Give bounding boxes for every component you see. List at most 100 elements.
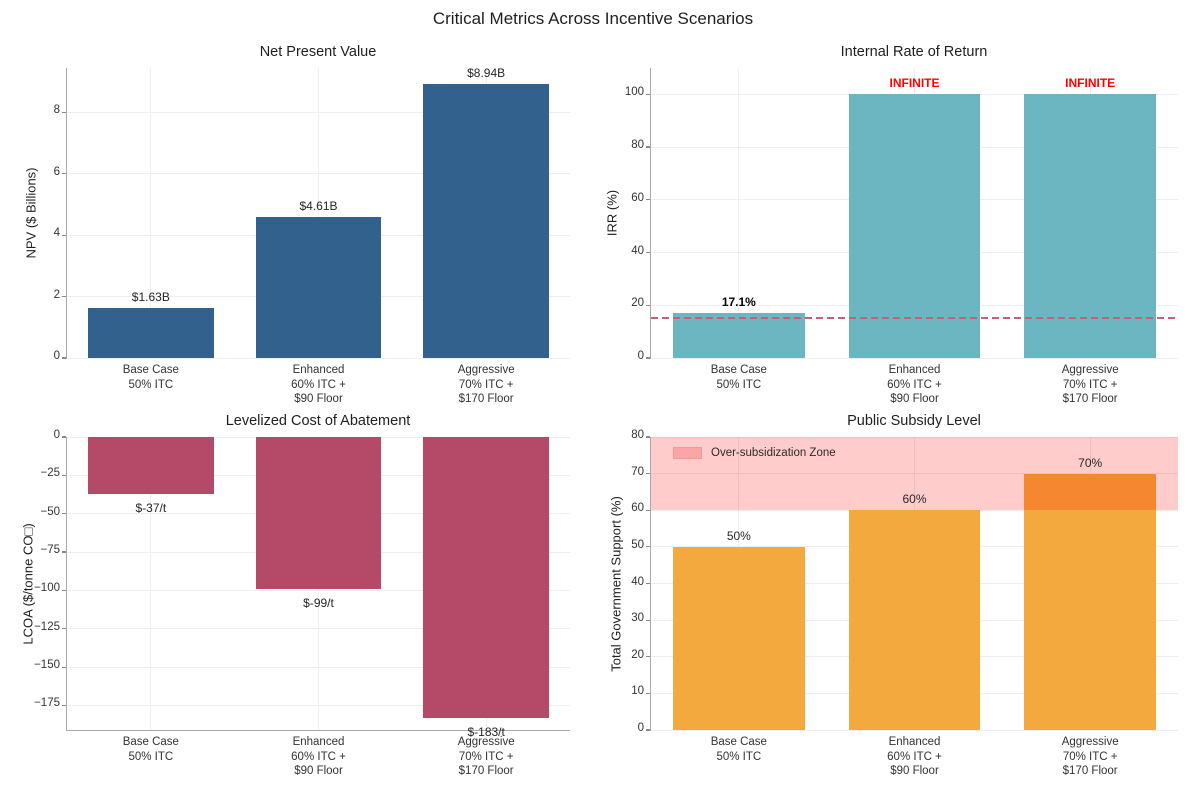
- hurdle-rate-line: [651, 317, 1178, 320]
- over-subsidization-zone: [651, 437, 1178, 511]
- y-tick-label: 4: [53, 227, 60, 240]
- y-tick-label: 80: [631, 139, 644, 152]
- bar: [87, 437, 214, 494]
- x-tick-label: Enhanced 60% ITC + $90 Floor: [887, 736, 942, 777]
- y-tick-mark: [62, 666, 66, 668]
- bar: [423, 83, 550, 358]
- y-tick-label: 50: [631, 538, 644, 551]
- x-gridline: [150, 68, 152, 358]
- bar-label: $4.61B: [299, 198, 338, 213]
- y-tick-mark: [62, 513, 66, 515]
- y-tick-mark: [62, 628, 66, 630]
- y-tick-mark: [62, 551, 66, 553]
- y-tick-mark: [646, 146, 650, 148]
- plot-area-npv: 0 2 4 6 8 Base Case 50% ITC Enhanced 60% ITC +…: [54, 65, 570, 405]
- y-tick-label: −175: [34, 697, 60, 710]
- y-axis-label-npv: NPV ($ Billions): [23, 167, 39, 259]
- y-tick-label: 70: [631, 465, 644, 478]
- bar: [255, 216, 382, 358]
- x-tick-label: Base Case 50% ITC: [710, 364, 767, 391]
- zone-legend-swatch: [673, 447, 702, 459]
- bar: [1024, 473, 1157, 730]
- bar-label: 60%: [902, 492, 927, 507]
- y-tick-mark: [646, 692, 650, 694]
- y-tick-mark: [62, 173, 66, 175]
- x-gridline: [318, 68, 319, 358]
- y-tick-label: 6: [53, 165, 60, 178]
- y-tick-mark: [62, 357, 66, 359]
- x-tick-label: Aggressive 70% ITC + $170 Floor: [1061, 736, 1119, 777]
- y-tick-label: −75: [40, 544, 60, 557]
- y-tick-mark: [646, 619, 650, 621]
- y-tick-label: 20: [631, 648, 644, 661]
- y-tick-mark: [646, 509, 650, 511]
- zone-legend: Over-subsidization Zone: [673, 447, 836, 459]
- bar: [672, 312, 805, 358]
- x-tick-label: Aggressive 70% ITC + $170 Floor: [457, 364, 515, 405]
- y-tick-label: 100: [624, 86, 644, 99]
- bar-label: $-99/t: [303, 595, 334, 610]
- bar: [848, 94, 981, 358]
- y-tick-mark: [646, 304, 650, 306]
- y-tick-mark: [62, 111, 66, 114]
- figure-title: Critical Metrics Across Incentive Scenar…: [432, 9, 754, 28]
- bar: [672, 546, 805, 730]
- y-tick-label: 2: [53, 288, 60, 301]
- y-tick-label: 0: [53, 429, 60, 441]
- y-tick-label: 40: [631, 244, 644, 257]
- bar-label: INFINITE: [889, 76, 940, 91]
- x-tick-label: Enhanced 60% ITC + $90 Floor: [291, 736, 346, 777]
- y-tick-mark: [62, 589, 66, 591]
- y-tick-mark: [646, 251, 650, 254]
- y-tick-mark: [62, 234, 66, 236]
- y-tick-label: 30: [631, 612, 644, 625]
- y-tick-label: 0: [637, 350, 644, 362]
- x-gridline: [738, 68, 740, 358]
- x-tick-label: Enhanced 60% ITC + $90 Floor: [291, 364, 346, 405]
- y-gridline: [651, 357, 1178, 359]
- plot-area-irr: 0 20 40 60 80 100 Base Case 50% ITC Enhanced 60…: [625, 68, 1178, 405]
- bar-label: INFINITE: [1065, 76, 1116, 91]
- bar-label: $1.63B: [131, 289, 170, 304]
- bar-label: 70%: [1078, 455, 1103, 470]
- chart-title-irr: Internal Rate of Return: [840, 44, 988, 60]
- y-tick-label: 0: [637, 722, 644, 734]
- y-tick-mark: [62, 474, 66, 476]
- bar-label: $-37/t: [135, 500, 167, 515]
- y-tick-mark: [646, 729, 650, 731]
- x-tick-label: Base Case 50% ITC: [710, 736, 767, 763]
- bar: [255, 437, 382, 589]
- y-tick-label: 8: [53, 104, 60, 117]
- y-tick-mark: [646, 473, 650, 475]
- y-tick-label: 10: [631, 685, 644, 698]
- plot-area-subsidy: 0 10 20 30 40 50 60 70 80 Base Case 50% ITC Enhanc…: [631, 429, 1178, 777]
- y-tick-label: 40: [631, 575, 644, 588]
- bar: [423, 437, 550, 718]
- y-tick-label: 0: [53, 350, 60, 362]
- bar-label: $8.94B: [467, 65, 506, 80]
- x-tick-label: Base Case 50% ITC: [122, 364, 179, 391]
- y-tick-mark: [646, 656, 650, 658]
- bar: [87, 307, 214, 358]
- plot-area-lcoa: 0 −25 −50 −75 −100 −125 −150 −175 Base Case 50% …: [34, 429, 570, 777]
- y-tick-mark: [646, 357, 650, 359]
- chart-title-lcoa: Levelized Cost of Abatement: [225, 413, 411, 429]
- y-tick-mark: [646, 199, 650, 201]
- y-tick-label: 20: [631, 297, 644, 310]
- y-tick-mark: [62, 296, 66, 298]
- y-tick-label: 60: [631, 191, 644, 204]
- x-tick-label: Aggressive 70% ITC + $170 Floor: [457, 736, 515, 777]
- chart-title-subsidy: Public Subsidy Level: [847, 413, 981, 429]
- y-tick-mark: [62, 436, 66, 438]
- y-tick-mark: [646, 546, 650, 548]
- x-tick-label: Base Case 50% ITC: [122, 736, 179, 763]
- y-tick-mark: [62, 704, 66, 707]
- bar: [848, 510, 981, 730]
- chart-title-npv: Net Present Value: [259, 44, 377, 60]
- bar-label: $-183/t: [467, 724, 505, 739]
- y-gridline: [651, 729, 1178, 731]
- zone-legend-label: Over-subsidization Zone: [711, 447, 836, 459]
- bar-label: 50%: [726, 528, 751, 543]
- y-gridline: [67, 357, 570, 359]
